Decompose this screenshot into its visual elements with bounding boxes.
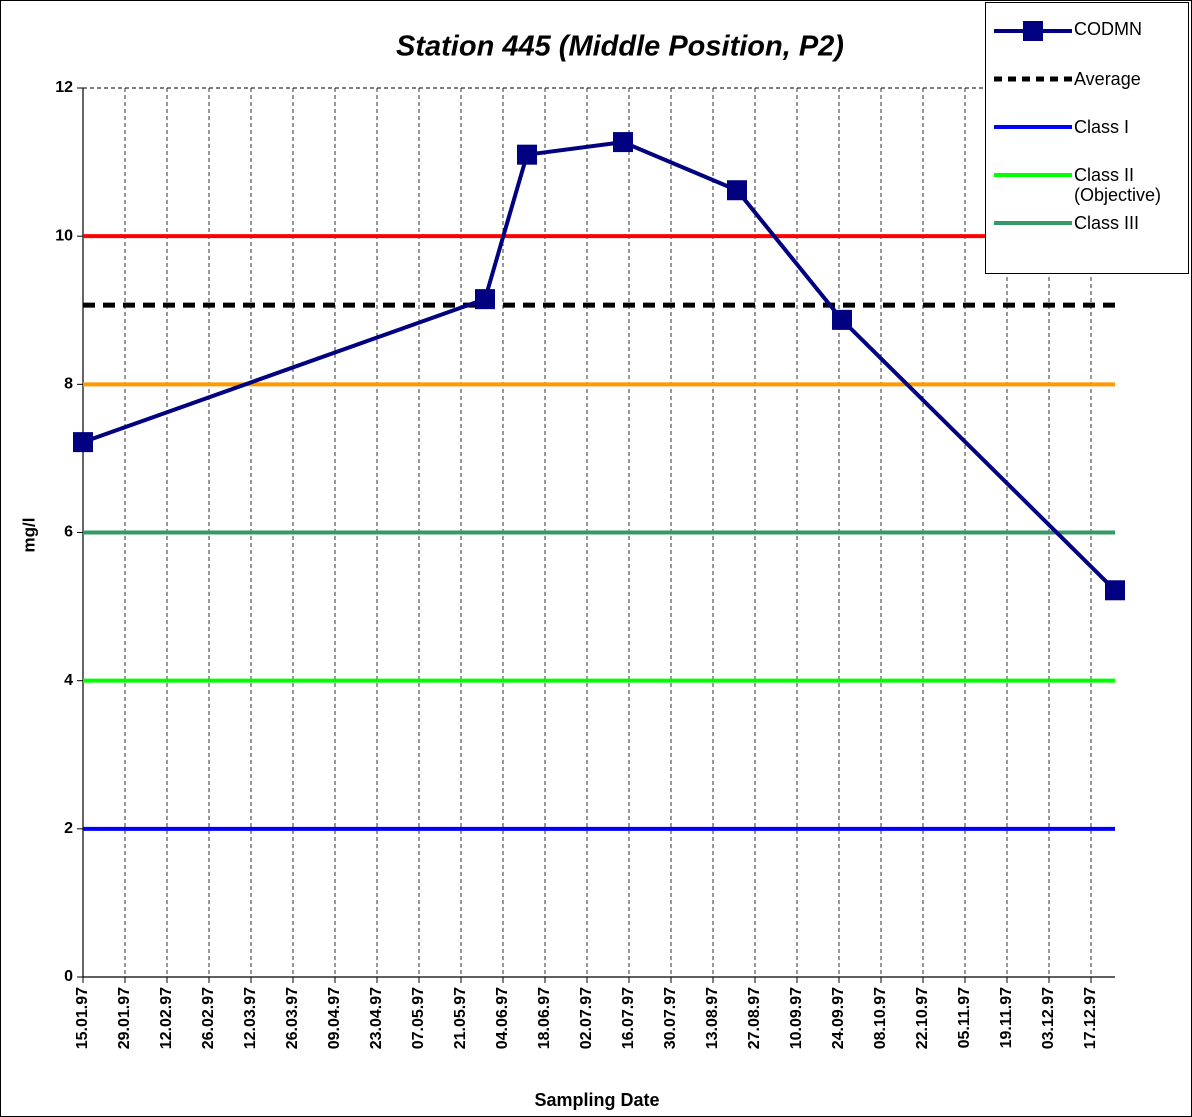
y-tick-label: 10 (55, 227, 73, 244)
x-tick-label: 12.02.97 (158, 987, 175, 1049)
legend-swatch (994, 173, 1072, 177)
legend-label: Class II (Objective) (1074, 165, 1162, 205)
x-tick-label: 30.07.97 (662, 987, 679, 1049)
y-tick-label: 2 (64, 820, 73, 837)
legend-label: Average (1074, 69, 1141, 89)
x-tick-label: 21.05.97 (452, 987, 469, 1049)
x-tick-label: 05.11.97 (956, 987, 973, 1049)
x-tick-label: 04.06.97 (494, 987, 511, 1049)
x-tick-label: 27.08.97 (746, 987, 763, 1049)
x-tick-label: 12.03.97 (242, 987, 259, 1049)
x-tick-label: 29.01.97 (116, 987, 133, 1049)
x-tick-label: 08.10.97 (872, 987, 889, 1049)
series-marker (517, 144, 537, 165)
y-tick-label: 12 (55, 79, 73, 96)
x-tick-label: 24.09.97 (830, 987, 847, 1049)
legend-label: Class III (1074, 213, 1140, 233)
x-tick-label: 15.01.97 (74, 987, 91, 1049)
y-tick-label: 4 (64, 672, 73, 689)
series-marker (1105, 580, 1125, 601)
y-axis-label: mg/l (19, 518, 38, 553)
legend-swatch (994, 21, 1072, 41)
legend-swatch (994, 221, 1072, 225)
x-tick-label: 26.02.97 (200, 987, 217, 1049)
x-tick-label: 18.06.97 (536, 987, 553, 1049)
y-tick-label: 8 (64, 376, 73, 393)
x-tick-label: 13.08.97 (704, 987, 721, 1049)
x-tick-label: 07.05.97 (410, 987, 427, 1049)
x-tick-label: 09.04.97 (326, 987, 343, 1049)
x-axis-label: Sampling Date (534, 1090, 659, 1110)
series-marker (727, 180, 747, 201)
series-marker (73, 432, 93, 453)
series-marker (832, 309, 852, 330)
legend: CODMN Average Class I Class II (Objective) C… (985, 2, 1189, 274)
chart-title: Station 445 (Middle Position, P2) (396, 31, 844, 63)
legend-swatch (994, 125, 1072, 129)
x-tick-label: 10.09.97 (788, 987, 805, 1049)
x-tick-label: 02.07.97 (578, 987, 595, 1049)
x-tick-label: 19.11.97 (998, 987, 1015, 1049)
y-tick-label: 6 (64, 524, 73, 541)
legend-label: CODMN (1074, 19, 1142, 39)
legend-marker (1023, 21, 1043, 41)
x-tick-label: 17.12.97 (1082, 987, 1099, 1049)
series-marker (613, 132, 633, 153)
x-tick-label: 16.07.97 (620, 987, 637, 1049)
legend-swatch (994, 76, 1072, 82)
x-tick-label: 03.12.97 (1040, 987, 1057, 1049)
y-tick-label: 0 (64, 968, 73, 985)
x-tick-label: 23.04.97 (368, 987, 385, 1049)
x-tick-label: 26.03.97 (284, 987, 301, 1049)
x-tick-label: 22.10.97 (914, 987, 931, 1049)
legend-label: Class I (1074, 117, 1130, 137)
series-marker (475, 289, 495, 310)
